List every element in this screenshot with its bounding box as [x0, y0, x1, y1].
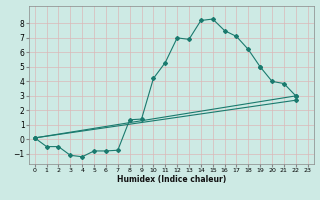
X-axis label: Humidex (Indice chaleur): Humidex (Indice chaleur): [116, 175, 226, 184]
